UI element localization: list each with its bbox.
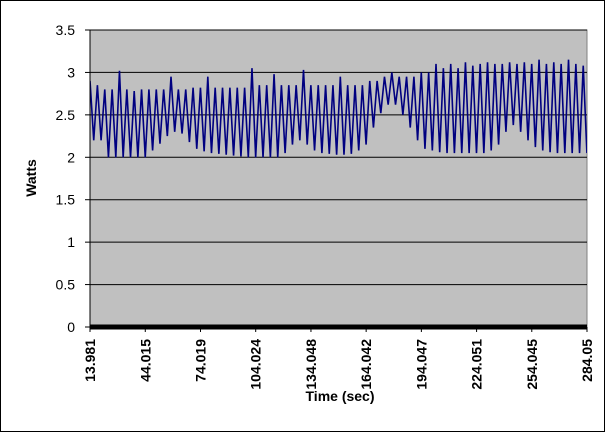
y-tick-label: 3.5: [56, 22, 76, 38]
x-tick-label: 254.045: [524, 339, 540, 390]
x-tick-label: 134.048: [303, 339, 319, 390]
x-tick-label: 104.024: [248, 339, 264, 390]
y-tick-label: 1.5: [56, 192, 76, 208]
y-tick-label: 0.5: [56, 277, 76, 293]
x-tick-label: 164.042: [358, 339, 374, 390]
x-tick-label: 44.015: [137, 339, 153, 382]
plot-area: [89, 29, 588, 328]
x-tick-label: 224.051: [469, 339, 485, 390]
y-tick-label: 0: [67, 319, 75, 335]
x-axis-label: Time (sec): [306, 388, 375, 404]
x-tick-label: 13.981: [82, 339, 98, 382]
x-tick-label: 74.019: [192, 339, 208, 382]
y-tick-label: 2: [67, 149, 75, 165]
x-tick-label: 194.047: [413, 339, 429, 390]
y-tick-label: 2.5: [56, 107, 76, 123]
x-tick-label: 284.05: [579, 339, 595, 382]
y-tick-label: 3: [67, 64, 75, 80]
y-axis-label: Watts: [23, 159, 39, 197]
data-line: [90, 59, 587, 158]
y-tick-label: 1: [67, 234, 75, 250]
